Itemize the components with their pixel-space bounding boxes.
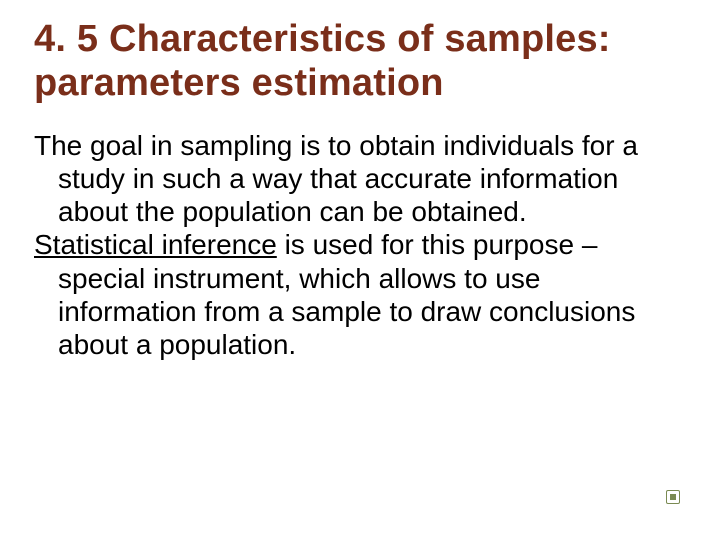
slide-title: 4. 5 Characteristics of samples: paramet…	[34, 18, 686, 105]
paragraph-1: The goal in sampling is to obtain indivi…	[34, 129, 686, 228]
paragraph-2: Statistical inference is used for this p…	[34, 228, 686, 360]
decorative-bullet-icon	[666, 490, 680, 504]
term-statistical-inference: Statistical inference	[34, 229, 277, 260]
slide: 4. 5 Characteristics of samples: paramet…	[0, 0, 720, 540]
slide-body: The goal in sampling is to obtain indivi…	[34, 129, 686, 360]
